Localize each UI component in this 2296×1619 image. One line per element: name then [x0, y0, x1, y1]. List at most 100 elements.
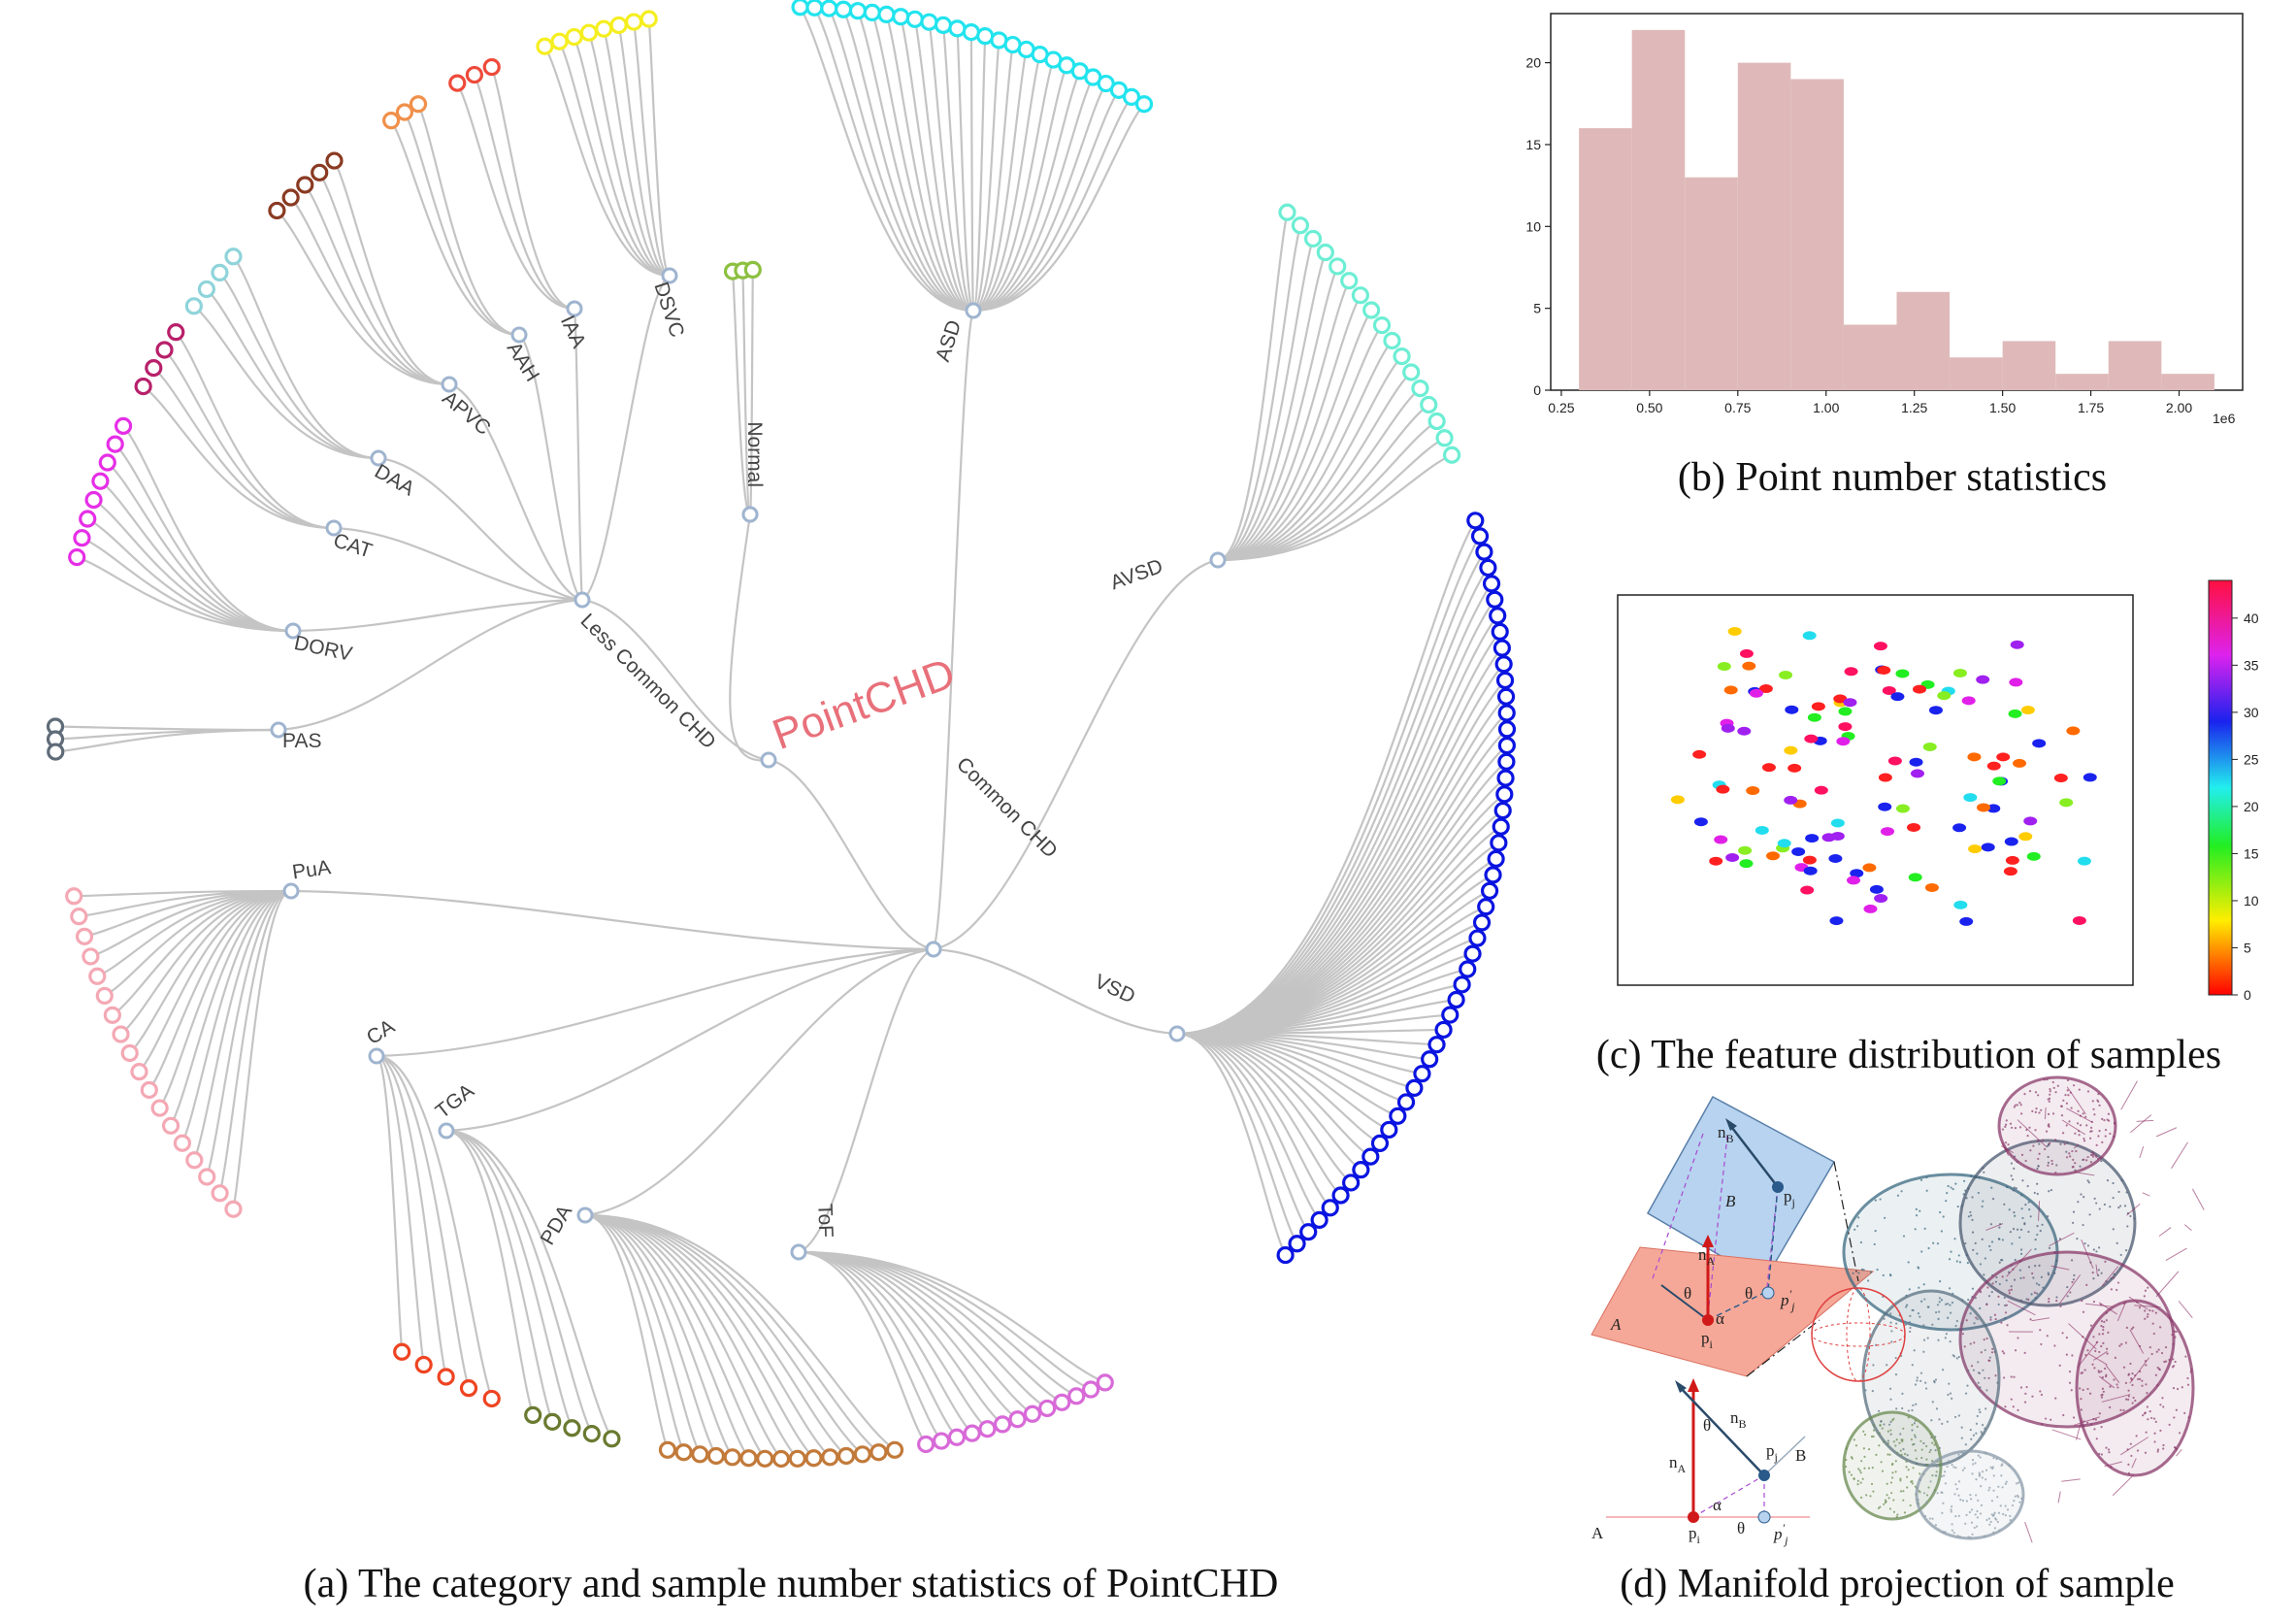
- sample-node: [550, 32, 569, 50]
- projection-lines: [1651, 1133, 1779, 1316]
- category-node-asd: [965, 302, 982, 319]
- plane-a: [1591, 1246, 1875, 1377]
- caption-d: (d) Manifold projection of sample: [1620, 1562, 2175, 1606]
- sample-node: [211, 263, 229, 281]
- sample-node: [1299, 1223, 1318, 1241]
- scatter-point: [1878, 802, 1892, 811]
- category-label: IAA: [556, 313, 590, 351]
- sample-node: [409, 95, 428, 114]
- sample-node: [723, 1448, 741, 1467]
- category-node-cat: [325, 519, 343, 537]
- bottom-normal-b: [1678, 1385, 1765, 1476]
- sample-node: [1475, 543, 1493, 561]
- colorbar-tick-label: 20: [2244, 799, 2259, 814]
- sample-node: [1484, 866, 1502, 884]
- scatter-point: [1723, 685, 1738, 695]
- sample-node: [281, 188, 300, 207]
- sample-node: [1081, 1380, 1100, 1399]
- sample-node: [934, 16, 953, 34]
- sample-node: [1468, 929, 1487, 947]
- sample-node: [1479, 558, 1497, 578]
- scatter-point: [1869, 884, 1884, 894]
- sample-node: [1453, 975, 1471, 994]
- sample-node: [1393, 347, 1411, 366]
- sample-node: [114, 416, 133, 435]
- scatter-point: [1761, 763, 1776, 773]
- sample-node: [1491, 622, 1509, 641]
- sample-node: [185, 1151, 204, 1170]
- sample-node: [459, 1379, 478, 1398]
- scatter-point: [1791, 846, 1806, 856]
- sample-node: [1480, 881, 1499, 900]
- heart-point-cloud: [1842, 1075, 2205, 1543]
- scatter-point: [1739, 648, 1754, 658]
- scatter-point: [1882, 685, 1896, 695]
- category-node-tof: [790, 1243, 807, 1261]
- category-node-pas: [270, 721, 287, 739]
- sample-node: [658, 1440, 677, 1459]
- sample-node: [167, 323, 185, 342]
- sample-node: [885, 1440, 904, 1459]
- sample-node: [625, 13, 643, 31]
- label-theta-1: θ: [1684, 1284, 1691, 1303]
- leaf-group-pda: [658, 1440, 904, 1469]
- sample-node: [1276, 1245, 1295, 1265]
- scatter-point: [2018, 832, 2033, 842]
- leaf-group-cat: [134, 323, 185, 396]
- caption-a: (a) The category and sample number stati…: [304, 1562, 1279, 1606]
- scatter-point: [1910, 769, 1924, 778]
- sample-node: [1303, 229, 1323, 248]
- leaf-group-dorv: [68, 416, 133, 567]
- sample-node: [1362, 301, 1381, 319]
- feature-distribution-scatter: 0 5 10 15 20 25 30 35 40: [1617, 579, 2259, 1003]
- sample-node: [1370, 1134, 1390, 1153]
- sample-node: [1310, 1210, 1328, 1229]
- category-label: DAA: [371, 460, 418, 501]
- leaf-group-ca: [393, 1342, 501, 1408]
- scatter-point: [1880, 827, 1894, 837]
- scatter-point: [1862, 863, 1877, 873]
- scatter-point: [1967, 752, 1982, 762]
- scatter-point: [2013, 758, 2027, 768]
- label-pj-prime: p′j: [1780, 1287, 1795, 1313]
- sample-node: [1361, 1147, 1380, 1166]
- point-pi: [1702, 1314, 1714, 1326]
- scatter-point: [1803, 866, 1818, 876]
- sample-node: [70, 908, 88, 926]
- scatter-point: [1805, 834, 1820, 843]
- category-label: ToF: [813, 1204, 836, 1239]
- sample-node: [869, 1443, 888, 1462]
- category-label: DORV: [292, 632, 354, 666]
- category-label: CAT: [331, 529, 376, 562]
- histogram-bar: [1950, 357, 2003, 390]
- root-node: [760, 751, 777, 769]
- scatter-point: [1908, 873, 1922, 882]
- y-tick-label: 0: [1533, 382, 1541, 398]
- sample-node: [224, 248, 243, 266]
- scatter-point: [2066, 726, 2081, 736]
- leaf-group-tof: [917, 1373, 1114, 1454]
- sample-node: [437, 1368, 455, 1386]
- caption-c: (c) The feature distribution of samples: [1596, 1033, 2221, 1077]
- sample-node: [640, 10, 658, 28]
- category-node-dorv: [284, 622, 302, 640]
- sample-node: [140, 1080, 158, 1100]
- scatter-point: [1963, 793, 1978, 803]
- category-label: TGA: [432, 1079, 478, 1123]
- scatter-point: [1961, 696, 1976, 706]
- sample-node: [1470, 527, 1490, 545]
- sample-node: [395, 103, 414, 121]
- scatter-point: [1928, 706, 1943, 715]
- y-tick-label: 10: [1525, 218, 1541, 234]
- scatter-point: [1976, 675, 1990, 684]
- bottom-point-pj-prime: [1757, 1510, 1771, 1524]
- sample-node: [905, 10, 924, 28]
- sample-node: [993, 1415, 1012, 1434]
- sample-node: [820, 0, 838, 17]
- group-node-common: [925, 941, 942, 958]
- sample-node: [88, 967, 107, 985]
- sample-node: [1328, 257, 1347, 276]
- sample-node: [563, 1419, 581, 1437]
- sample-node: [1134, 95, 1154, 114]
- scatter-point: [1986, 804, 2001, 813]
